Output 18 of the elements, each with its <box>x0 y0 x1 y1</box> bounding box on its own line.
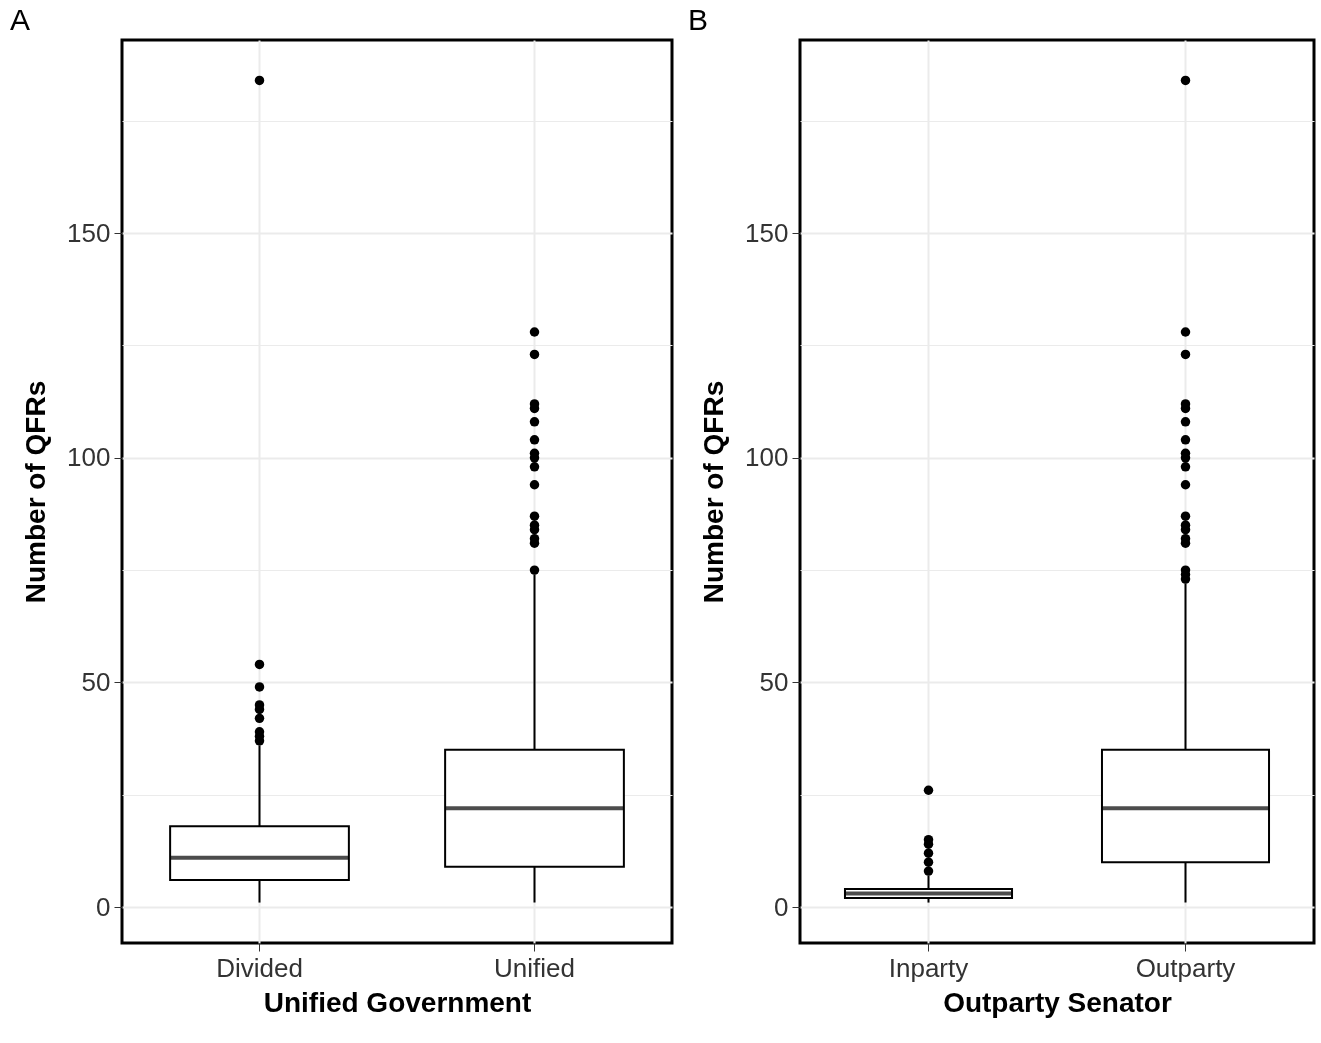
y-tick-label: 100 <box>67 442 111 473</box>
y-tick-label: 150 <box>745 217 789 248</box>
y-axis-title: Number of QFRs <box>698 380 730 604</box>
chart-title: A <box>10 3 31 36</box>
y-tick-label: 50 <box>81 666 111 697</box>
y-tick-label: 0 <box>774 891 789 922</box>
y-tick-label: 100 <box>745 442 789 473</box>
chart-title: B <box>688 3 709 36</box>
x-tick-label: Outparty <box>1135 952 1236 983</box>
x-axis-title: Unified Government <box>263 986 532 1018</box>
y-tick-label: 50 <box>759 666 789 697</box>
x-axis-title: Outparty Senator <box>943 986 1172 1018</box>
x-tick-label: Divided <box>216 952 303 983</box>
x-tick-label: Unified <box>494 952 575 983</box>
y-axis-title: Number of QFRs <box>20 380 52 604</box>
y-tick-label: 150 <box>67 217 111 248</box>
x-tick-label: Inparty <box>888 952 969 983</box>
y-tick-label: 0 <box>96 891 111 922</box>
